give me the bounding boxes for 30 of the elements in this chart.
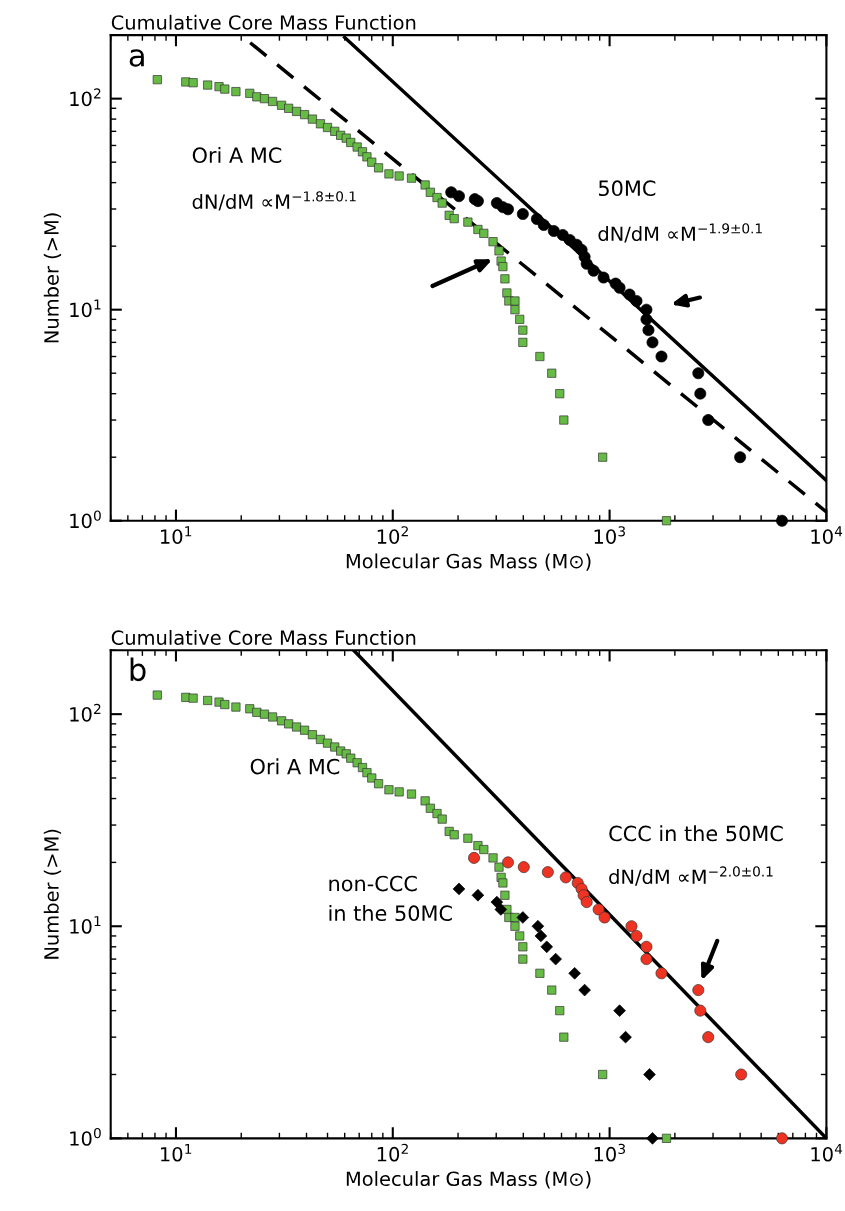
x-tick-label: 10$^{1}$ <box>160 526 192 544</box>
annotation: dN/dM ∝M$^{−2.0±0.1}$ <box>609 866 773 886</box>
text: 50MC <box>598 180 656 197</box>
y-axis-title: Number (>M) <box>43 213 62 343</box>
annotation: dN/dM ∝M$^{−1.9±0.1}$ <box>598 223 762 243</box>
y-tick-label: 10$^{1}$ <box>70 299 101 318</box>
annotation: dN/dM ∝M$^{−1.8±0.1}$ <box>192 191 356 211</box>
y-tick-label: 10$^{0}$ <box>70 1128 101 1146</box>
x-tick-label: 10$^{2}$ <box>377 526 408 544</box>
x-tick-label: 10$^{4}$ <box>811 1143 843 1162</box>
y-tick-label: 10$^{1}$ <box>70 916 101 934</box>
x-axis-title: Molecular Gas Mass (M⊙) <box>346 1171 591 1189</box>
annotation: a <box>129 49 144 67</box>
y-tick-label: 10$^{2}$ <box>70 703 101 722</box>
chart-title: Cumulative Core Mass Function <box>111 14 416 30</box>
y-axis-title: Number (>M) <box>43 829 62 959</box>
annotation: CCC in the 50MC <box>609 825 783 842</box>
x-tick-label: 10$^{4}$ <box>811 526 843 544</box>
series-label: Ori A MC <box>192 146 282 164</box>
series-label: Ori A MC <box>250 758 340 775</box>
series-label: non-CCC in the 50MC <box>329 875 452 922</box>
x-tick-label: 10$^{1}$ <box>160 1143 192 1162</box>
x-tick-label: 10$^{3}$ <box>594 1143 625 1162</box>
y-tick-label: 10$^{0}$ <box>70 510 101 529</box>
annotation: b <box>130 657 146 682</box>
y-tick-label: 10$^{2}$ <box>70 88 101 107</box>
x-axis-title: Molecular Gas Mass (M⊙) <box>346 553 591 571</box>
x-tick-label: 10$^{2}$ <box>377 1143 408 1162</box>
x-tick-label: 10$^{3}$ <box>594 526 625 544</box>
chart-title: Cumulative Core Mass Function <box>111 629 416 646</box>
